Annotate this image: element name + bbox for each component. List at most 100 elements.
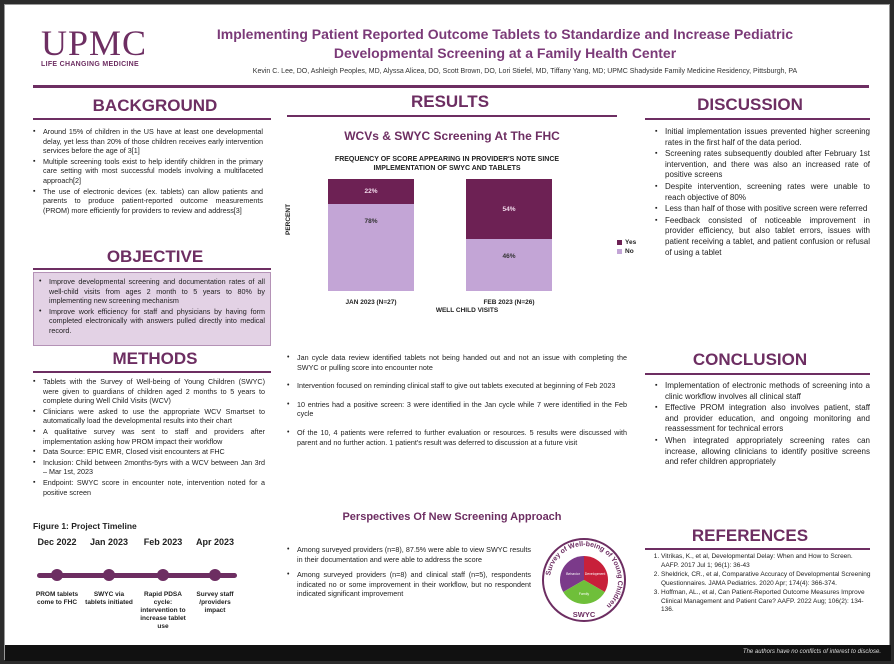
chart-title: FREQUENCY OF SCORE APPEARING IN PROVIDER… — [334, 156, 560, 172]
perspectives-list: Among surveyed providers (n=8), 87.5% we… — [287, 545, 531, 600]
authors: Kevin C. Lee, DO, Ashleigh Peoples, MD, … — [252, 68, 798, 75]
bar-segment-no: 78% — [328, 203, 414, 291]
legend-label: No — [625, 248, 634, 255]
bar-segment-yes: 54% — [466, 179, 552, 240]
objective-heading: OBJECTIVE — [106, 247, 204, 266]
timeline-date: Jan 2023 — [89, 537, 129, 547]
swyc-logo: Survey of Well-being of Young Children B… — [541, 537, 627, 623]
x-tick-label: JAN 2023 (N=27) — [345, 299, 397, 306]
list-item: Around 15% of children in the US have at… — [33, 127, 263, 156]
objective-box: Improve developmental screening and docu… — [33, 272, 271, 346]
list-item: Sheldrick, CR., et al, Comparative Accur… — [661, 571, 871, 588]
list-item: Feedback consisted of noticeable improve… — [655, 216, 870, 258]
poster-title: Implementing Patient Reported Outcome Ta… — [216, 26, 794, 61]
timeline-text: PROM tablets come to FHC — [35, 591, 79, 606]
footer-bar: The authors have no conflicts of interes… — [5, 645, 891, 661]
svg-text:Development: Development — [585, 572, 606, 576]
timeline: Dec 2022 Jan 2023 Feb 2023 Apr 2023 PROM… — [33, 535, 273, 645]
legend-item: No — [617, 248, 636, 255]
list-item: Less than half of those with positive sc… — [655, 204, 870, 215]
timeline-line — [37, 573, 237, 578]
list-item: Jan cycle data review identified tablets… — [287, 353, 627, 372]
timeline-date: Feb 2023 — [143, 537, 183, 547]
results-subheading: WCVs & SWYC Screening At The FHC — [344, 129, 560, 143]
background-heading: BACKGROUND — [92, 96, 218, 115]
timeline-dot — [51, 569, 63, 581]
list-item: Inclusion: Child between 2months-5yrs wi… — [33, 458, 265, 477]
methods-heading: METHODS — [112, 349, 198, 368]
poster: UPMC LIFE CHANGING MEDICINE Implementing… — [4, 4, 891, 661]
timeline-date: Dec 2022 — [37, 537, 77, 547]
list-item: Multiple screening tools exist to help i… — [33, 157, 263, 186]
bar-chart: FREQUENCY OF SCORE APPEARING IN PROVIDER… — [285, 153, 636, 321]
timeline-dot — [209, 569, 221, 581]
conclusion-underline — [645, 373, 870, 375]
list-item: 10 entries had a positive screen: 3 were… — [287, 400, 627, 419]
list-item: Of the 10, 4 patients were referred to f… — [287, 428, 627, 447]
logo-tagline: LIFE CHANGING MEDICINE — [41, 61, 139, 68]
data-label: 22% — [364, 187, 378, 195]
list-item: Among surveyed providers (n=8) and clini… — [287, 570, 531, 599]
timeline-dot — [103, 569, 115, 581]
perspectives-heading: Perspectives Of New Screening Approach — [342, 511, 562, 523]
discussion-list: Initial implementation issues prevented … — [655, 127, 870, 259]
methods-list: Tablets with the Survey of Well-being of… — [33, 377, 265, 498]
legend-item: Yes — [617, 239, 636, 246]
list-item: Effective PROM integration also involves… — [655, 403, 870, 435]
references-heading: REFERENCES — [691, 526, 809, 545]
discussion-underline — [645, 118, 870, 120]
x-axis-label: WELL CHILD VISITS — [435, 307, 499, 314]
timeline-text: Survey staff /providers impact — [196, 591, 234, 614]
chart-legend: Yes No — [617, 239, 636, 257]
data-label: 46% — [502, 253, 516, 261]
x-tick-label: FEB 2023 (N=26) — [483, 299, 535, 306]
list-item: Improve developmental screening and docu… — [39, 277, 265, 306]
timeline-date: Apr 2023 — [195, 537, 235, 547]
conclusion-heading: CONCLUSION — [692, 350, 808, 369]
header-divider — [33, 85, 869, 88]
timeline-dot — [157, 569, 169, 581]
list-item: When integrated appropriately screening … — [655, 436, 870, 468]
legend-label: Yes — [625, 239, 637, 246]
methods-underline — [33, 371, 271, 373]
upmc-logo: UPMC — [41, 23, 148, 63]
results-list: Jan cycle data review identified tablets… — [287, 353, 627, 448]
bar-segment-yes: 22% — [328, 179, 414, 204]
results-underline — [287, 115, 617, 117]
references-list: Vitrikas, K., et al, Developmental Delay… — [651, 553, 871, 616]
y-axis-label: PERCENT — [285, 203, 292, 235]
references-underline — [645, 548, 870, 550]
data-label: 54% — [502, 205, 516, 213]
list-item: Despite intervention, screening rates we… — [655, 182, 870, 203]
list-item: Screening rates subsequently doubled aft… — [655, 149, 870, 181]
timeline-text: SWYC via tablets initiated — [85, 591, 133, 606]
list-item: Clinicians were asked to use the appropr… — [33, 407, 265, 426]
timeline-text: Rapid PDSA cycle: intervention to increa… — [140, 591, 186, 630]
list-item: Intervention focused on reminding clinic… — [287, 381, 627, 391]
data-label: 78% — [364, 217, 378, 225]
list-item: Implementation of electronic methods of … — [655, 381, 870, 402]
timeline-title: Figure 1: Project Timeline — [33, 521, 137, 531]
list-item: The use of electronic devices (ex. table… — [33, 187, 263, 216]
results-heading: RESULTS — [410, 92, 490, 111]
svg-text:Behavior: Behavior — [566, 572, 581, 576]
bar-segment-no: 46% — [466, 239, 552, 291]
list-item: Among surveyed providers (n=8), 87.5% we… — [287, 545, 531, 564]
objective-underline — [33, 268, 271, 270]
disclosure-text: The authors have no conflicts of interes… — [742, 649, 881, 655]
list-item: Vitrikas, K., et al, Developmental Delay… — [661, 553, 871, 570]
list-item: Improve work efficiency for staff and ph… — [39, 307, 265, 336]
svg-text:Family: Family — [579, 592, 590, 596]
background-list: Around 15% of children in the US have at… — [33, 127, 263, 216]
legend-swatch — [617, 249, 622, 254]
plot-area: 78% 22% JAN 2023 (N=27) 46% 54% FEB 2023 (N=2… — [309, 179, 599, 306]
svg-text:SWYC: SWYC — [573, 610, 596, 619]
list-item: Data Source: EPIC EMR, Closed visit enco… — [33, 447, 265, 457]
conclusion-list: Implementation of electronic methods of … — [655, 381, 870, 469]
list-item: Tablets with the Survey of Well-being of… — [33, 377, 265, 406]
discussion-heading: DISCUSSION — [697, 95, 803, 114]
background-underline — [33, 118, 271, 120]
list-item: A qualitative survey was sent to staff a… — [33, 427, 265, 446]
list-item: Initial implementation issues prevented … — [655, 127, 870, 148]
list-item: Endpoint: SWYC score in encounter note, … — [33, 478, 265, 497]
